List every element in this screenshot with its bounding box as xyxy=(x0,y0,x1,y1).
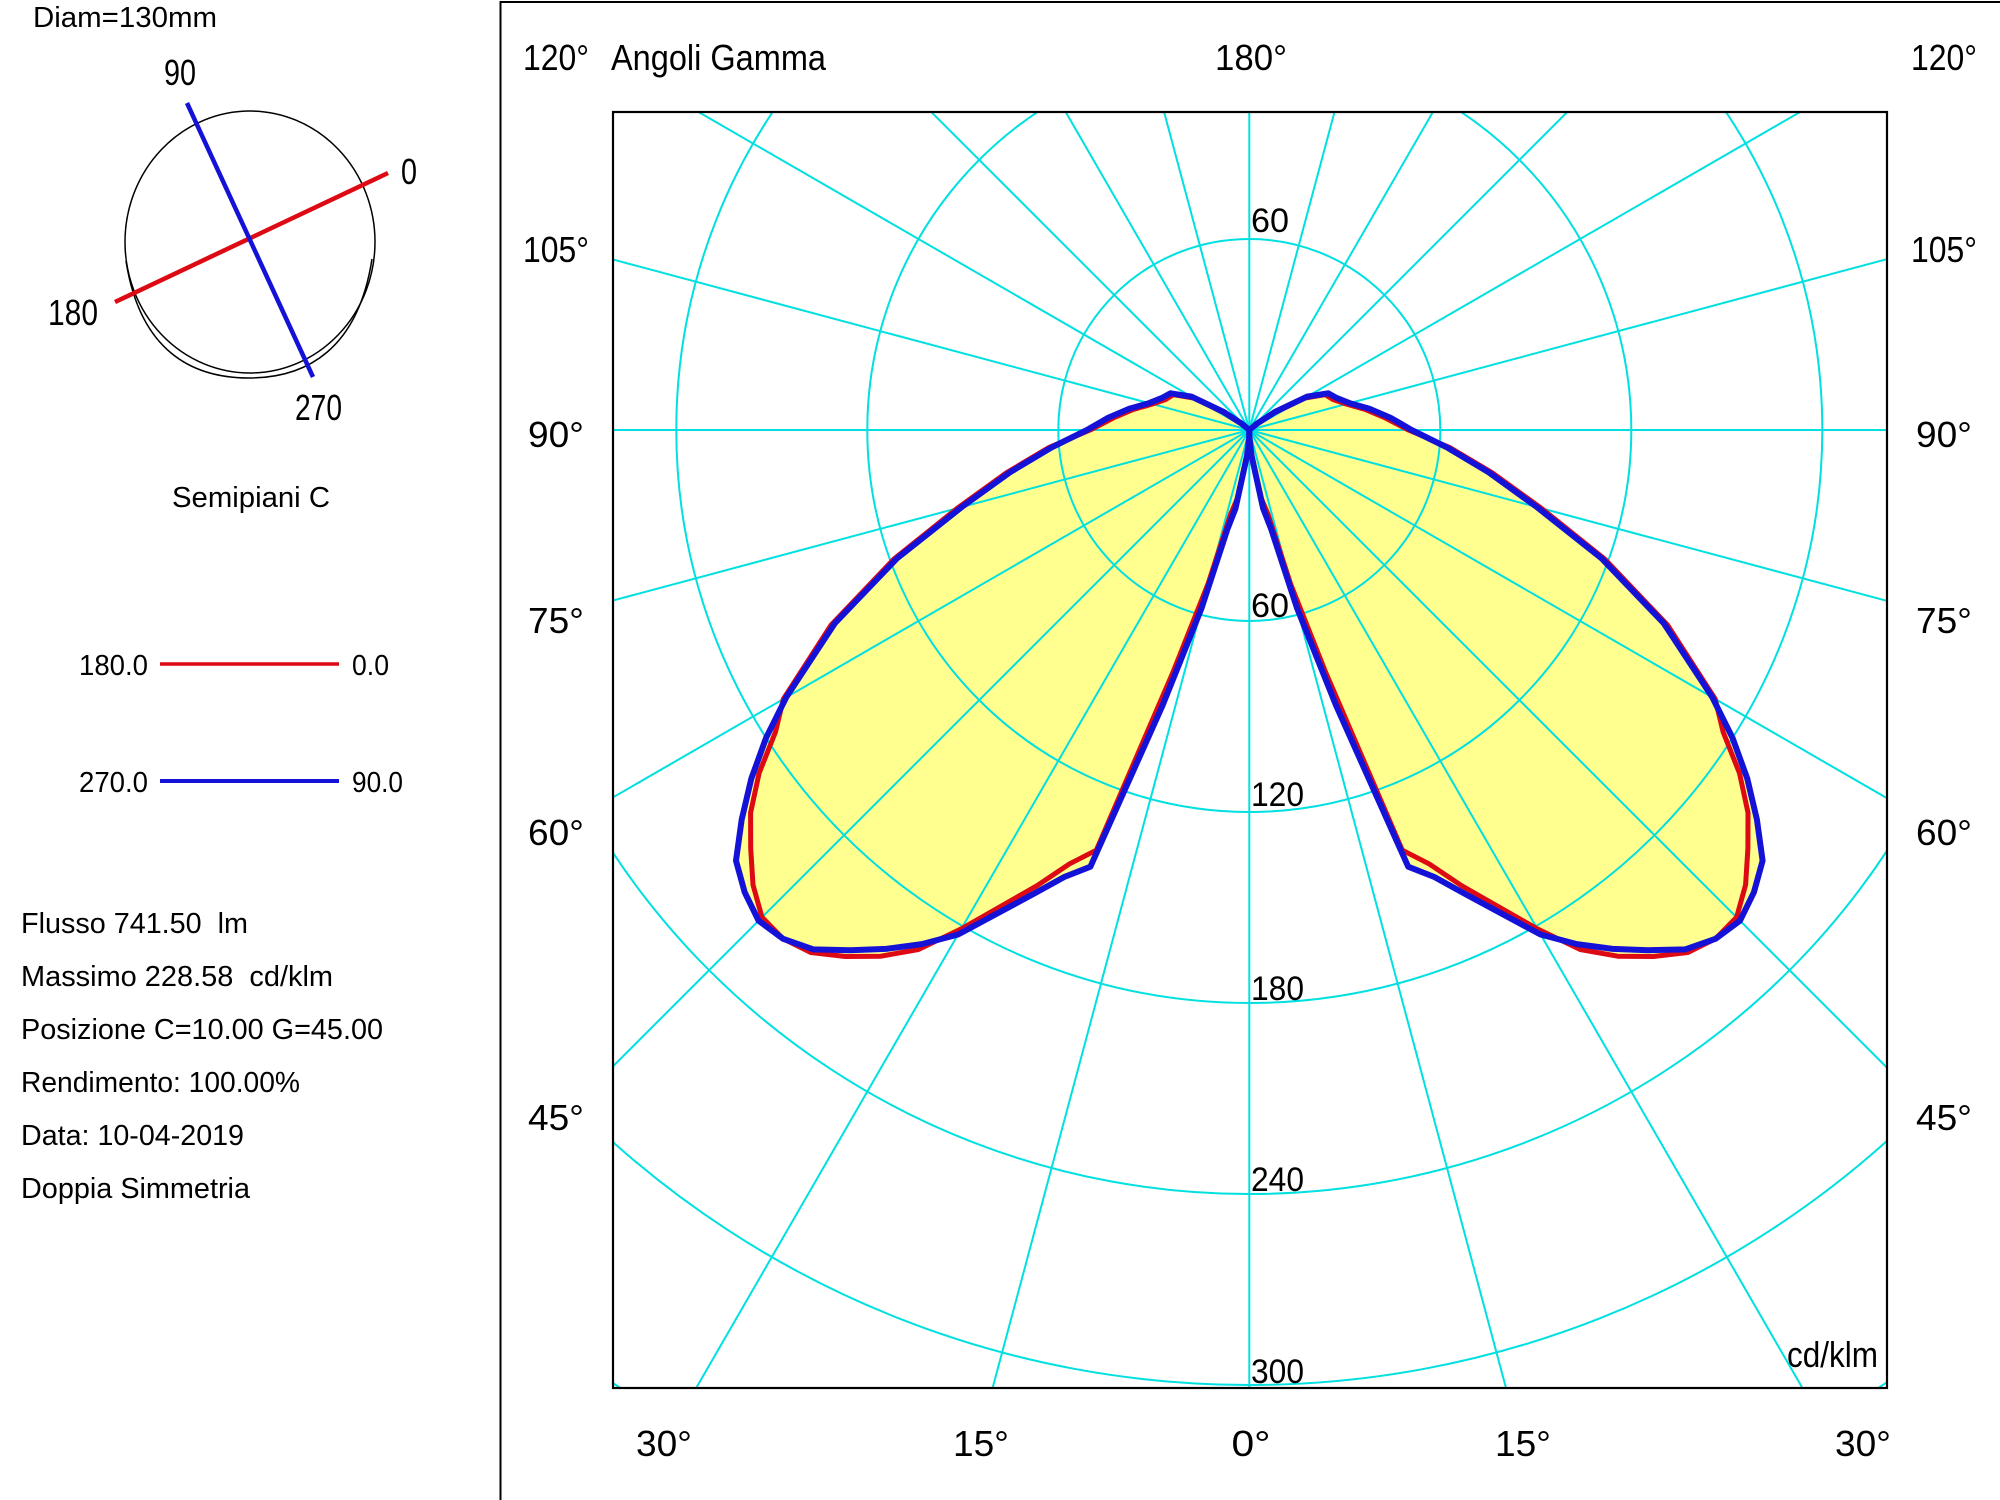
svg-text:90°: 90° xyxy=(1916,414,1972,455)
svg-text:Doppia Simmetria: Doppia Simmetria xyxy=(21,1173,251,1205)
svg-text:Massimo 228.58 cd/klm: Massimo 228.58 cd/klm xyxy=(21,961,333,993)
svg-text:240: 240 xyxy=(1251,1161,1304,1199)
svg-text:0°: 0° xyxy=(1232,1423,1271,1464)
svg-text:Posizione C=10.00 G=45.00: Posizione C=10.00 G=45.00 xyxy=(21,1014,383,1046)
svg-text:180.0: 180.0 xyxy=(79,650,148,682)
svg-text:105°: 105° xyxy=(523,229,589,270)
svg-text:Flusso 741.50 lm: Flusso 741.50 lm xyxy=(21,908,248,940)
svg-text:cd/klm: cd/klm xyxy=(1787,1334,1878,1375)
svg-text:Semipiani C: Semipiani C xyxy=(172,482,330,514)
svg-text:60°: 60° xyxy=(1916,812,1972,853)
svg-text:Rendimento: 100.00%: Rendimento: 100.00% xyxy=(21,1067,300,1099)
svg-text:180°: 180° xyxy=(1215,37,1287,78)
svg-text:15°: 15° xyxy=(953,1423,1009,1464)
svg-text:Diam=130mm: Diam=130mm xyxy=(33,2,217,34)
svg-text:120: 120 xyxy=(1251,776,1304,814)
svg-text:270.0: 270.0 xyxy=(79,767,148,799)
svg-text:90.0: 90.0 xyxy=(352,767,403,799)
svg-text:60°: 60° xyxy=(528,812,584,853)
svg-text:60: 60 xyxy=(1251,202,1289,240)
svg-text:120°: 120° xyxy=(1911,37,1977,78)
svg-text:105°: 105° xyxy=(1911,229,1977,270)
svg-text:Angoli Gamma: Angoli Gamma xyxy=(611,37,827,78)
svg-text:90: 90 xyxy=(164,52,196,93)
svg-text:75°: 75° xyxy=(528,600,584,641)
svg-text:Data: 10-04-2019: Data: 10-04-2019 xyxy=(21,1120,244,1152)
svg-text:60: 60 xyxy=(1251,587,1289,625)
svg-text:0: 0 xyxy=(401,151,417,192)
svg-text:15°: 15° xyxy=(1495,1423,1551,1464)
svg-text:90°: 90° xyxy=(528,414,584,455)
svg-text:30°: 30° xyxy=(1835,1423,1891,1464)
svg-text:45°: 45° xyxy=(528,1097,584,1138)
svg-text:180: 180 xyxy=(1251,970,1304,1008)
svg-text:0.0: 0.0 xyxy=(352,650,389,682)
svg-text:75°: 75° xyxy=(1916,600,1972,641)
svg-text:180: 180 xyxy=(48,292,98,333)
svg-text:30°: 30° xyxy=(636,1423,692,1464)
svg-text:300: 300 xyxy=(1251,1353,1304,1391)
svg-text:45°: 45° xyxy=(1916,1097,1972,1138)
svg-text:270: 270 xyxy=(295,387,342,428)
svg-text:120°: 120° xyxy=(523,37,589,78)
